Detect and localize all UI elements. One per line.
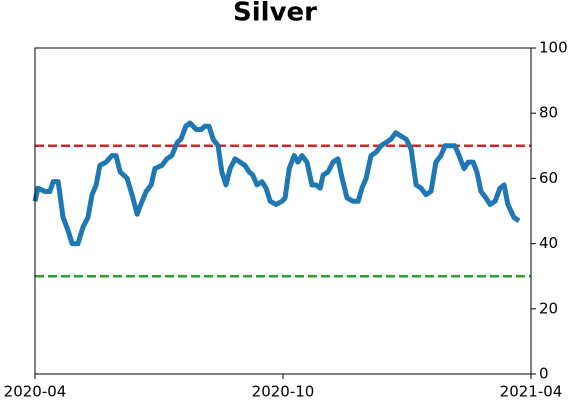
- data-line: [32, 120, 521, 247]
- y-tick-label: 100: [539, 39, 568, 57]
- plot-frame: [34, 47, 532, 375]
- x-tick-label: 2021-04: [500, 383, 563, 401]
- x-tick-label: 2020-04: [4, 383, 67, 401]
- y-tick-label: 60: [539, 169, 558, 187]
- y-tick-label: 80: [539, 104, 558, 122]
- x-tick-label: 2020-10: [252, 383, 315, 401]
- y-tick-label: 40: [539, 234, 558, 252]
- y-tick-label: 20: [539, 299, 558, 317]
- y-tick-label: 0: [539, 365, 549, 383]
- chart-title: Silver: [233, 0, 317, 28]
